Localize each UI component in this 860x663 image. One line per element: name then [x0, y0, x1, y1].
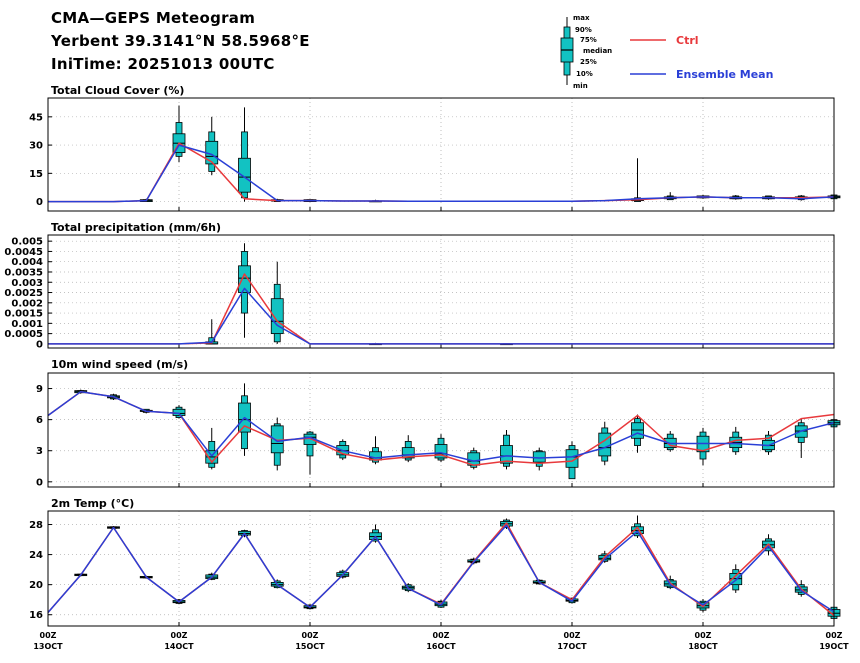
box-24: [172, 405, 186, 419]
key-label-p75: 75%: [580, 36, 597, 44]
y-tick-label: 0.005: [11, 237, 43, 248]
key-label-p25: 25%: [580, 58, 597, 66]
box-30: [205, 116, 219, 176]
box-96: [565, 441, 579, 480]
y-tick-label: 16: [29, 610, 43, 621]
box-84: [500, 430, 513, 470]
panel-title-3: 2m Temp (°C): [51, 497, 134, 510]
header-station-model: CMA—GEPS Meteogram: [51, 9, 255, 27]
box-36: [238, 107, 251, 202]
x-tick-label-time: 00Z: [695, 631, 712, 640]
y-tick-label: 0: [36, 197, 43, 208]
box-inner-25-75: [532, 451, 546, 463]
box-inner-25-75: [565, 449, 579, 468]
series-legend: Ctrl Ensemble Mean: [630, 34, 773, 81]
y-tick-label: 45: [29, 112, 43, 123]
header-location: Yerbent 39.3141°N 58.5968°E: [50, 32, 310, 50]
box-30: [205, 319, 219, 345]
box-36: [238, 383, 251, 456]
panel-title-0: Total Cloud Cover (%): [51, 84, 184, 97]
y-tick-label: 24: [29, 550, 43, 561]
box-inner-25-75: [238, 157, 251, 193]
x-tick-label-date: 15OCT: [295, 642, 325, 651]
y-tick-label: 0: [36, 339, 43, 350]
x-tick-label-date: 13OCT: [33, 642, 63, 651]
x-tick-label-date: 14OCT: [164, 642, 194, 651]
y-tick-label: 30: [29, 141, 43, 152]
key-label-median: median: [583, 47, 612, 55]
panel-title-1: Total precipitation (mm/6h): [51, 221, 221, 234]
y-tick-label: 0.0045: [4, 247, 43, 258]
panel-2: 10m wind speed (m/s) 0 3 6 9: [36, 358, 841, 488]
panel-1: Total precipitation (mm/6h)00.00050.0010…: [4, 221, 835, 350]
panel-title-2: 10m wind speed (m/s): [51, 358, 188, 371]
box-inner-25-75: [631, 422, 644, 439]
x-tick-label-time: 00Z: [302, 631, 319, 640]
x-tick-label-time: 00Z: [564, 631, 581, 640]
panel-frame: [47, 510, 835, 627]
box-66: [401, 435, 415, 463]
panel-3: 2m Temp (°C) 16 20 24 28: [29, 497, 841, 627]
y-tick-label: 0.004: [11, 257, 43, 268]
box-inner-25-75: [500, 445, 513, 464]
box-inner-25-75: [238, 265, 251, 293]
panel-frame: [47, 97, 835, 212]
box-inner-25-75: [270, 298, 284, 335]
y-tick-label: 0: [36, 477, 43, 488]
box-78: [467, 447, 481, 470]
x-tick-label-time: 00Z: [826, 631, 843, 640]
y-tick-label: 0.0035: [4, 267, 43, 278]
x-tick-label-date: 17OCT: [557, 642, 587, 651]
y-tick-label: 0.003: [11, 278, 43, 289]
y-tick-label: 9: [36, 384, 43, 395]
x-axis: 00Z 13OCT 00Z 14OCT 00Z 15OCT 00Z 16OCT 00Z 17OCT…: [33, 631, 849, 651]
y-tick-label: 28: [29, 520, 43, 531]
y-tick-label: 3: [36, 446, 43, 457]
key-label-p90: 90%: [575, 26, 592, 34]
x-tick-label-time: 00Z: [40, 631, 57, 640]
box-138: [794, 418, 808, 458]
panel-0: Total Cloud Cover (%) 0 15 30 45: [29, 84, 841, 212]
ensemble-mean-series-line: [47, 524, 835, 613]
legend-ctrl-label: Ctrl: [676, 34, 699, 47]
box-30: [205, 427, 219, 470]
ensemble-mean-series-line: [48, 144, 835, 203]
key-label-min: min: [573, 82, 588, 90]
box-60: [369, 524, 382, 543]
ctrl-series-line: [48, 142, 835, 203]
header-init-time: IniTime: 20251013 00UTC: [51, 55, 275, 73]
y-tick-label: 6: [36, 415, 43, 426]
y-tick-label: 0.0005: [4, 329, 43, 340]
panel-frame: [47, 372, 835, 488]
legend-mean-label: Ensemble Mean: [676, 68, 773, 81]
key-label-p10: 10%: [576, 70, 593, 78]
x-tick-label-time: 00Z: [171, 631, 188, 640]
y-tick-label: 0.0015: [4, 309, 43, 320]
x-tick-label-date: 19OCT: [819, 642, 849, 651]
boxplot-key-legend: max 90% 75% median 25% 10% min: [560, 14, 612, 90]
x-tick-label-time: 00Z: [433, 631, 450, 640]
y-tick-label: 0.001: [11, 319, 43, 330]
key-label-max: max: [573, 14, 590, 22]
panel-frame: [47, 234, 835, 349]
box-inner-25-75: [401, 447, 415, 459]
y-tick-label: 0.0025: [4, 288, 43, 299]
box-42: [270, 417, 284, 471]
box-72: [434, 434, 448, 463]
y-tick-label: 20: [29, 580, 43, 591]
box-108: [631, 158, 644, 202]
ctrl-series-line: [47, 390, 835, 466]
box-90: [532, 447, 546, 471]
box-120: [696, 427, 710, 466]
y-tick-label: 0.002: [11, 298, 43, 309]
ensemble-mean-series-line: [47, 390, 835, 462]
box-36: [238, 243, 251, 338]
x-tick-label-date: 16OCT: [426, 642, 456, 651]
box-42: [270, 261, 284, 344]
x-tick-label-date: 18OCT: [688, 642, 718, 651]
ensemble-mean-series-line: [48, 287, 834, 345]
y-tick-label: 15: [29, 169, 43, 180]
